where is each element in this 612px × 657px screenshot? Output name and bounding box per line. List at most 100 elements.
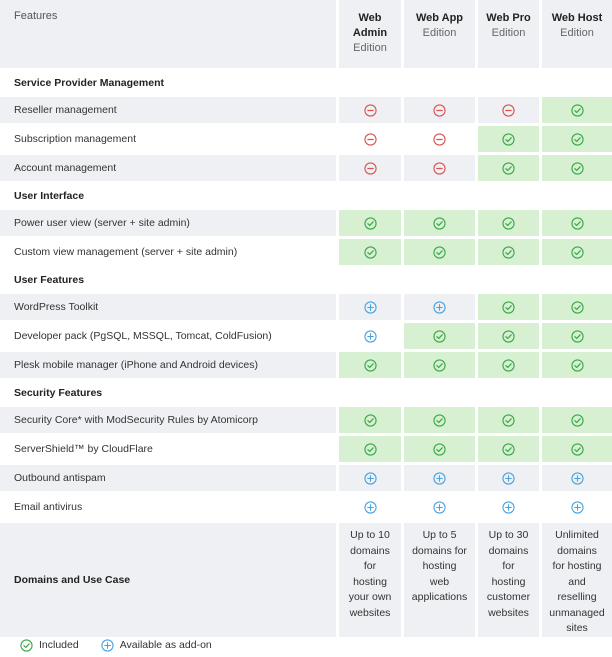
check-circle-icon (502, 442, 515, 456)
feature-row: Subscription management (0, 126, 612, 152)
check-circle-icon (570, 245, 584, 259)
domains-text-line: unmanaged (549, 606, 605, 619)
check-circle-icon (433, 329, 446, 343)
web-admin-cell (339, 97, 401, 123)
web-pro-cell (478, 126, 539, 152)
domains-text-line: applications (411, 591, 468, 603)
section-title: Service Provider Management (0, 71, 612, 94)
domains-text-line: for (502, 560, 515, 572)
web-host-cell (542, 436, 612, 462)
web-pro-domains-cell: Up to 30 domains for hosting customer website… (478, 523, 539, 637)
feature-row: Reseller management (0, 97, 612, 123)
minus-circle-icon (363, 161, 377, 175)
web-app-cell (404, 436, 475, 462)
check-circle-icon (570, 442, 584, 456)
check-circle-icon (502, 216, 515, 230)
feature-label: Custom view management (server + site ad… (0, 239, 336, 265)
header-row: Features Web Admin Edition Web App Editi… (0, 0, 612, 68)
domains-text-line: hosting (353, 575, 387, 588)
web-admin-cell (339, 210, 401, 236)
web-admin-cell (339, 436, 401, 462)
web-app-cell (404, 407, 475, 433)
web-app-cell (404, 494, 475, 520)
feature-row: Power user view (server + site admin) (0, 210, 612, 236)
plus-circle-icon (502, 471, 515, 485)
section-header-row: User Features (0, 268, 612, 291)
legend-included-label: Included (39, 639, 79, 651)
web-app-cell (404, 239, 475, 265)
web-host-cell (542, 97, 612, 123)
check-circle-icon (363, 358, 377, 372)
web-host-cell (542, 323, 612, 349)
check-circle-icon (363, 216, 377, 230)
plus-circle-icon (570, 471, 584, 485)
feature-label: Reseller management (0, 97, 336, 123)
section-title: User Interface (0, 184, 612, 207)
web-pro-cell (478, 239, 539, 265)
web-pro-cell (478, 494, 539, 520)
feature-label: Account management (0, 155, 336, 181)
edition-sub: Edition (422, 27, 457, 39)
web-host-domains-cell: Unlimited domains for hosting and reselling u… (542, 523, 612, 637)
web-pro-cell (478, 155, 539, 181)
feature-row: Security Core* with ModSecurity Rules by… (0, 407, 612, 433)
feature-row: ServerShield™ by CloudFlare (0, 436, 612, 462)
check-circle-icon (502, 413, 515, 427)
web-pro-cell (478, 97, 539, 123)
section-title: Security Features (0, 381, 612, 404)
web-host-cell (542, 294, 612, 320)
check-circle-icon (502, 132, 515, 146)
web-app-cell (404, 155, 475, 181)
check-circle-icon (502, 245, 515, 259)
plus-circle-icon (433, 300, 446, 314)
edition-name-line2: Admin (352, 27, 388, 39)
web-app-cell (404, 97, 475, 123)
web-admin-cell (339, 155, 401, 181)
domains-text-line: hosting (491, 575, 526, 588)
check-circle-icon (502, 300, 515, 314)
plus-circle-icon (363, 329, 377, 343)
check-circle-icon (570, 103, 584, 117)
web-admin-cell (339, 294, 401, 320)
domains-text-line: Up to 5 (422, 529, 457, 541)
web-pro-cell (478, 323, 539, 349)
check-circle-icon (433, 358, 446, 372)
check-circle-icon (363, 442, 377, 456)
legend: Included Available as add-on (20, 638, 234, 652)
minus-circle-icon (433, 161, 446, 175)
domains-text-line: and (568, 575, 586, 588)
feature-row: Account management (0, 155, 612, 181)
check-circle-icon (570, 161, 584, 175)
edition-name: Web App (415, 12, 464, 24)
feature-label: Email antivirus (0, 494, 336, 520)
legend-included: Included (20, 638, 79, 652)
domains-text-line: for (363, 560, 377, 572)
check-circle-icon (570, 358, 584, 372)
web-host-header: Web Host Edition (542, 0, 612, 68)
plus-circle-icon (502, 500, 515, 514)
web-host-cell (542, 465, 612, 491)
web-admin-cell (339, 323, 401, 349)
plus-circle-icon (433, 500, 446, 514)
section-header-row: Security Features (0, 381, 612, 404)
domains-text-line: domains (488, 544, 529, 557)
edition-sub: Edition (560, 27, 594, 39)
web-pro-header: Web Pro Edition (478, 0, 539, 68)
feature-label: Security Core* with ModSecurity Rules by… (0, 407, 336, 433)
minus-circle-icon (502, 103, 515, 117)
check-circle-icon (363, 245, 377, 259)
minus-circle-icon (433, 103, 446, 117)
plus-circle-icon (101, 638, 114, 652)
web-app-cell (404, 323, 475, 349)
domains-text-line: your own (348, 591, 392, 603)
check-circle-icon (570, 413, 584, 427)
section-header-row: User Interface (0, 184, 612, 207)
domains-text-line: websites (349, 606, 391, 619)
section-header-row: Service Provider Management (0, 71, 612, 94)
web-admin-cell (339, 494, 401, 520)
check-circle-icon (570, 300, 584, 314)
web-app-cell (404, 126, 475, 152)
web-pro-cell (478, 210, 539, 236)
minus-circle-icon (363, 103, 377, 117)
